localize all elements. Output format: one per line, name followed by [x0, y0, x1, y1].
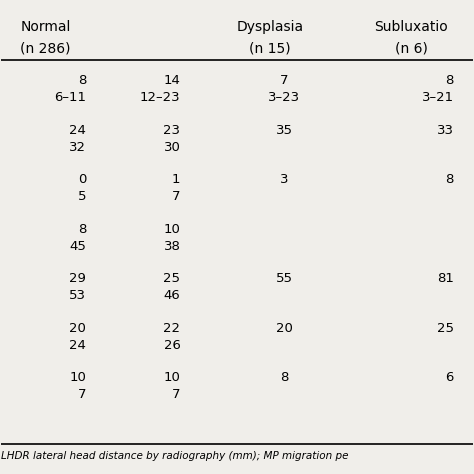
Text: 6: 6	[446, 371, 454, 384]
Text: 24
32: 24 32	[69, 124, 86, 154]
Text: 23
30: 23 30	[164, 124, 181, 154]
Text: (n 15): (n 15)	[249, 41, 291, 55]
Text: 33: 33	[437, 124, 454, 137]
Text: Normal: Normal	[20, 20, 71, 34]
Text: 8: 8	[446, 173, 454, 186]
Text: 8: 8	[280, 371, 288, 384]
Text: 14
12–23: 14 12–23	[140, 74, 181, 104]
Text: (n 6): (n 6)	[395, 41, 428, 55]
Text: 8
3–21: 8 3–21	[422, 74, 454, 104]
Text: 20: 20	[276, 322, 292, 335]
Text: 81: 81	[437, 273, 454, 285]
Text: 29
53: 29 53	[69, 273, 86, 302]
Text: 25
46: 25 46	[164, 273, 181, 302]
Text: 0
5: 0 5	[78, 173, 86, 203]
Text: 22
26: 22 26	[164, 322, 181, 352]
Text: 25: 25	[437, 322, 454, 335]
Text: Dysplasia: Dysplasia	[237, 20, 303, 34]
Text: 1
7: 1 7	[172, 173, 181, 203]
Text: 20
24: 20 24	[69, 322, 86, 352]
Text: 10
38: 10 38	[164, 223, 181, 253]
Text: 10
7: 10 7	[69, 371, 86, 401]
Text: 8
6–11: 8 6–11	[54, 74, 86, 104]
Text: 8
45: 8 45	[69, 223, 86, 253]
Text: Subluxatio: Subluxatio	[374, 20, 448, 34]
Text: 35: 35	[275, 124, 292, 137]
Text: 7
3–23: 7 3–23	[268, 74, 300, 104]
Text: (n 286): (n 286)	[20, 41, 71, 55]
Text: 3: 3	[280, 173, 288, 186]
Text: 10
7: 10 7	[164, 371, 181, 401]
Text: 55: 55	[275, 273, 292, 285]
Text: LHDR lateral head distance by radiography (mm); MP migration pe: LHDR lateral head distance by radiograph…	[1, 451, 349, 461]
